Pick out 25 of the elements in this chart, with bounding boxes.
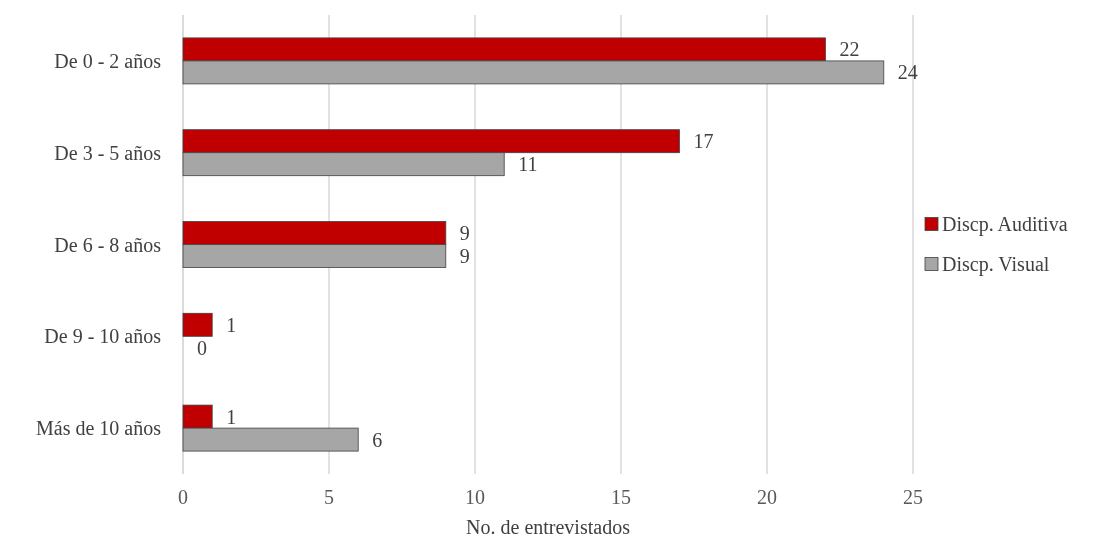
data-label: 0 <box>197 336 207 359</box>
legend-label: Discp. Visual <box>942 252 1050 276</box>
data-label: 9 <box>459 222 470 244</box>
data-label: 11 <box>518 153 538 176</box>
bar <box>182 312 213 337</box>
x-tick-label: 20 <box>757 486 777 508</box>
y-tick-label: De 3 - 5 años <box>54 141 162 164</box>
data-label: 22 <box>839 38 860 61</box>
x-axis-title: No. de entrevistados <box>466 516 631 538</box>
y-tick-label: De 6 - 8 años <box>54 233 162 256</box>
x-tick-label: 25 <box>903 486 923 508</box>
x-tick-label: 10 <box>465 486 485 508</box>
y-tick-label: Más de 10 años <box>36 417 162 440</box>
data-label: 6 <box>372 428 383 451</box>
data-label: 24 <box>897 61 918 84</box>
data-label: 9 <box>459 245 470 267</box>
y-tick-label: De 0 - 2 años <box>54 49 162 72</box>
data-label: 17 <box>693 130 714 153</box>
data-label: 1 <box>226 313 237 336</box>
y-tick-label: De 9 - 10 años <box>44 325 162 348</box>
x-tick-label: 0 <box>178 486 188 508</box>
x-tick-label: 5 <box>324 486 334 508</box>
data-label: 1 <box>226 405 237 428</box>
legend-label: Discp. Auditiva <box>942 212 1068 236</box>
x-tick-label: 15 <box>611 486 631 508</box>
